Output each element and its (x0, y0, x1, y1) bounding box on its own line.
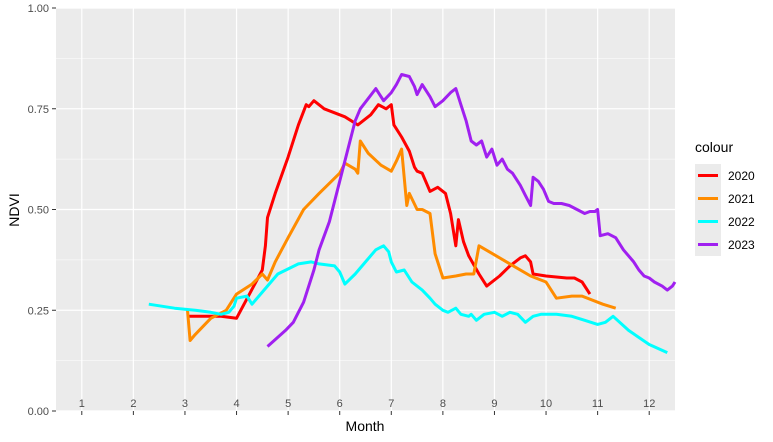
y-tick-label: 0.50 (28, 205, 49, 217)
y-tick-label: 1.00 (28, 3, 49, 15)
y-axis: 0.00 0.25 0.50 0.75 1.00 (28, 3, 56, 418)
x-tick-label: 7 (388, 398, 394, 410)
x-tick-label: 3 (182, 398, 188, 410)
x-tick-label: 12 (643, 398, 655, 410)
x-tick-label: 10 (540, 398, 552, 410)
y-tick-label: 0.25 (28, 305, 49, 317)
x-tick-label: 5 (285, 398, 291, 410)
legend-label-2020: 2020 (728, 169, 755, 183)
series-layer (148, 73, 677, 354)
legend-label-2021: 2021 (728, 192, 755, 206)
x-axis: 1 2 3 4 5 6 7 8 9 10 11 12 (79, 398, 655, 415)
series-line-2020 (187, 99, 592, 320)
y-axis-title: NDVI (6, 193, 22, 226)
legend-title: colour (695, 139, 733, 155)
legend-label-2023: 2023 (728, 238, 755, 252)
x-tick-label: 9 (491, 398, 497, 410)
plot-panel (56, 7, 675, 412)
y-tick-label: 0.00 (28, 406, 49, 418)
x-axis-title: Month (346, 418, 385, 434)
x-tick-label: 2 (130, 398, 136, 410)
legend: colour 2020 2021 2022 2023 (695, 139, 755, 256)
x-tick-label: 6 (337, 398, 343, 410)
y-tick-label: 0.75 (28, 104, 49, 116)
legend-label-2022: 2022 (728, 215, 755, 229)
x-tick-label: 4 (233, 398, 239, 410)
series-line-2021 (186, 139, 617, 342)
x-tick-label: 11 (592, 398, 603, 410)
series-line-2023 (266, 73, 677, 348)
x-tick-label: 1 (79, 398, 85, 410)
series-line-2022 (148, 244, 668, 354)
x-tick-label: 8 (440, 398, 446, 410)
